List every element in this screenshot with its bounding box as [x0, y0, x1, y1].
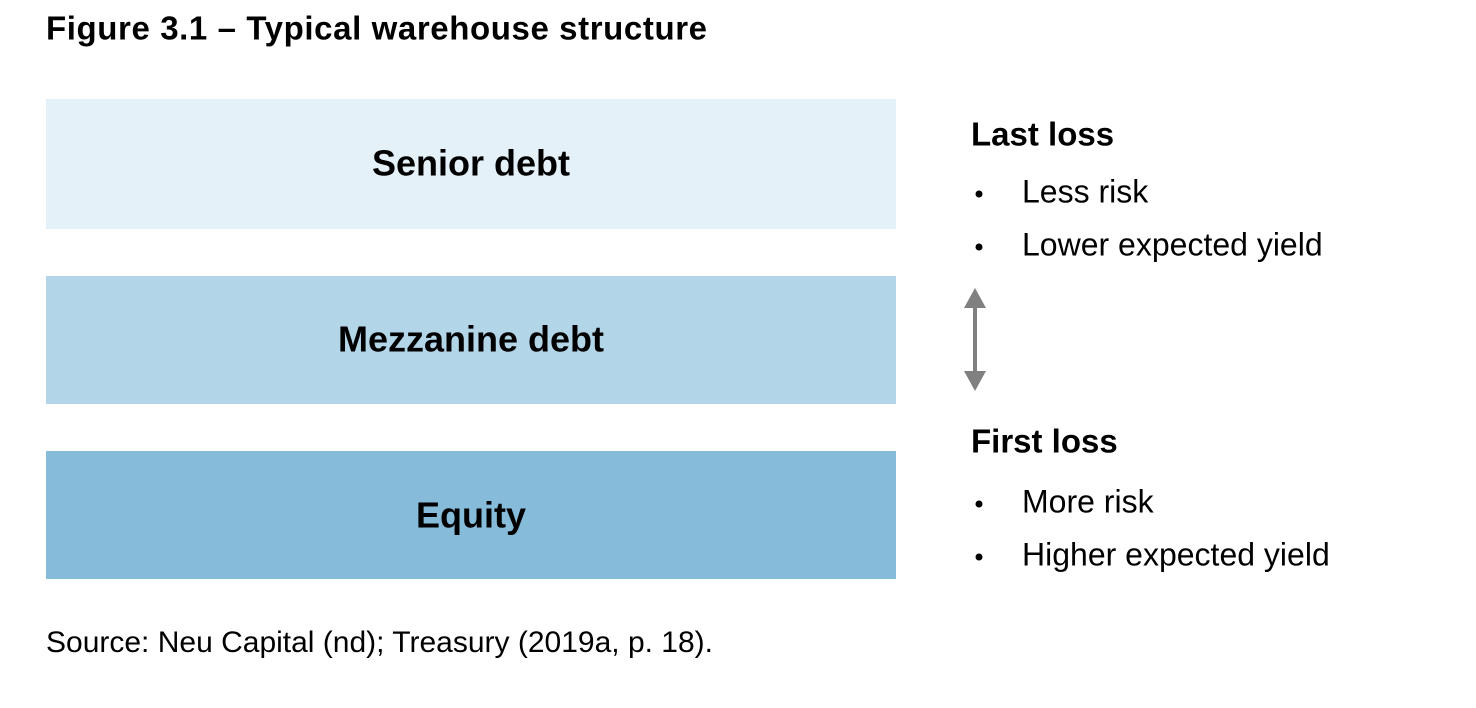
figure-title: Figure 3.1 – Typical warehouse structure	[46, 10, 708, 47]
bullet-text: Less risk	[1022, 173, 1149, 209]
bullet-text: Lower expected yield	[1022, 226, 1323, 262]
double-arrow	[964, 288, 986, 391]
bullet-text: More risk	[1022, 483, 1155, 519]
bullet-dot	[975, 190, 983, 198]
bullet-dot	[975, 243, 983, 251]
note-heading: First loss	[971, 423, 1118, 460]
note-heading: Last loss	[971, 116, 1114, 153]
tier-label: Equity	[416, 495, 526, 536]
tier-box	[46, 451, 896, 579]
tier-label: Mezzanine debt	[338, 319, 604, 360]
tier-box	[46, 99, 896, 229]
source-note: Source: Neu Capital (nd); Treasury (2019…	[46, 626, 713, 659]
tier-label: Senior debt	[372, 143, 570, 184]
bullet-dot	[975, 553, 983, 561]
bullet-dot	[975, 500, 983, 508]
tier-box	[46, 276, 896, 404]
bullet-text: Higher expected yield	[1022, 536, 1330, 572]
